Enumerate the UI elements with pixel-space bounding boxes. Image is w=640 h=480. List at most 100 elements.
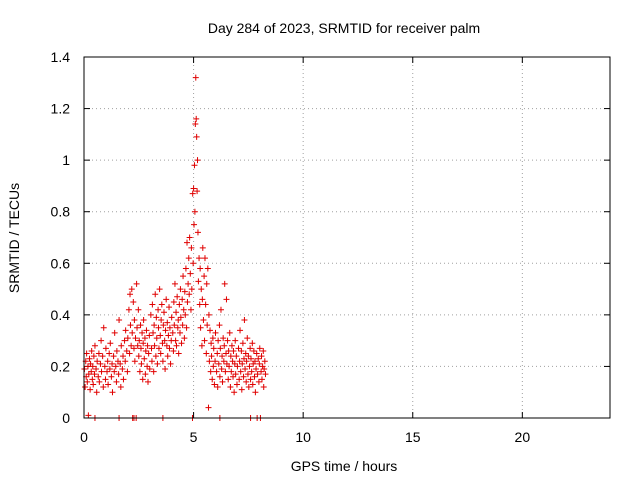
data-point	[155, 345, 162, 352]
data-point	[195, 278, 202, 285]
data-point	[175, 350, 182, 357]
data-point	[188, 244, 195, 251]
data-point	[124, 368, 131, 375]
data-point	[228, 342, 235, 349]
data-point	[205, 311, 212, 318]
data-point	[255, 355, 262, 362]
data-point	[169, 329, 176, 336]
data-point	[219, 353, 226, 360]
data-point	[136, 368, 143, 375]
data-point	[208, 353, 215, 360]
data-point	[126, 350, 133, 357]
data-point	[160, 322, 167, 329]
data-point	[93, 389, 100, 396]
data-point	[201, 273, 208, 280]
grid-lines	[84, 57, 610, 418]
data-point	[204, 322, 211, 329]
data-point	[142, 347, 149, 354]
data-point	[157, 350, 164, 357]
data-point	[90, 353, 97, 360]
x-tick-label: 0	[80, 429, 88, 445]
data-point	[90, 381, 97, 388]
y-tick-label: 0.2	[51, 358, 71, 374]
data-point	[155, 324, 162, 331]
data-point	[251, 358, 258, 365]
data-point	[139, 329, 146, 336]
data-point	[256, 345, 263, 352]
data-point	[128, 286, 135, 293]
data-point	[209, 376, 216, 383]
data-point	[151, 322, 158, 329]
data-point	[189, 190, 196, 197]
data-point	[249, 340, 256, 347]
x-tick-label: 10	[295, 429, 311, 445]
data-point	[133, 280, 140, 287]
data-point	[162, 327, 169, 334]
data-point	[109, 389, 116, 396]
y-tick-label: 0.8	[51, 204, 71, 220]
data-point	[187, 270, 194, 277]
data-point	[184, 298, 191, 305]
data-point	[253, 350, 260, 357]
data-point	[108, 373, 115, 380]
data-point	[117, 360, 124, 367]
data-point	[238, 347, 245, 354]
data-point	[144, 378, 151, 385]
data-point	[243, 378, 250, 385]
data-point	[118, 342, 125, 349]
data-point	[252, 389, 259, 396]
data-point	[99, 353, 106, 360]
data-point	[219, 378, 226, 385]
data-point	[135, 306, 142, 313]
data-point	[170, 298, 177, 305]
data-point	[228, 368, 235, 375]
x-axis-title: GPS time / hours	[291, 458, 398, 474]
data-point	[140, 340, 147, 347]
data-point	[201, 337, 208, 344]
data-point	[245, 353, 252, 360]
data-point	[163, 296, 170, 303]
data-point	[179, 296, 186, 303]
data-point	[120, 353, 127, 360]
data-point	[255, 378, 262, 385]
data-point	[207, 327, 214, 334]
data-point	[91, 342, 98, 349]
data-point	[178, 340, 185, 347]
data-point	[132, 335, 139, 342]
data-point	[146, 332, 153, 339]
data-point	[261, 358, 268, 365]
data-point	[208, 340, 215, 347]
data-point	[157, 332, 164, 339]
data-point	[174, 324, 181, 331]
data-point	[85, 412, 92, 419]
data-point	[226, 363, 233, 370]
data-point	[248, 368, 255, 375]
data-point	[180, 273, 187, 280]
data-point	[218, 366, 225, 373]
data-point	[187, 306, 194, 313]
data-point	[86, 355, 93, 362]
data-point	[155, 306, 162, 313]
data-point	[106, 366, 113, 373]
data-point	[100, 384, 107, 391]
data-point	[120, 376, 127, 383]
data-point	[105, 381, 112, 388]
data-point	[158, 317, 165, 324]
data-point	[236, 376, 243, 383]
data-point	[116, 317, 123, 324]
data-point	[176, 329, 183, 336]
data-point	[262, 371, 269, 378]
data-point	[191, 162, 198, 169]
data-point	[185, 280, 192, 287]
data-point	[111, 368, 118, 375]
data-point	[201, 255, 208, 262]
data-point	[234, 363, 241, 370]
data-point	[89, 363, 96, 370]
data-point	[164, 319, 171, 326]
data-point	[119, 366, 126, 373]
data-point	[177, 286, 184, 293]
data-point	[190, 260, 197, 267]
data-point	[134, 342, 141, 349]
data-point	[141, 335, 148, 342]
